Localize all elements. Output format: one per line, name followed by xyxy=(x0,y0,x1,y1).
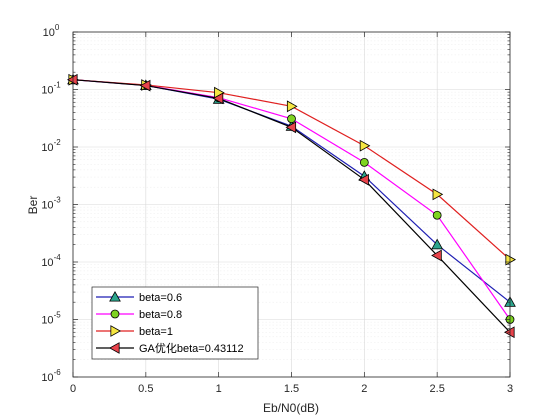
x-axis-label: Eb/N0(dB) xyxy=(263,401,319,415)
y-tick-label: 100 xyxy=(43,23,60,39)
y-tick-label: 10-4 xyxy=(41,253,61,269)
legend-entry: GA优化beta=0.43112 xyxy=(96,341,244,355)
legend-entry: beta=0.6 xyxy=(96,290,182,304)
x-tick-label: 3 xyxy=(507,383,513,395)
data-point xyxy=(285,121,297,134)
data-point xyxy=(212,92,224,105)
x-tick-label: 1 xyxy=(216,383,222,395)
data-point xyxy=(358,173,369,186)
data-point xyxy=(431,249,442,262)
data-point xyxy=(66,73,78,86)
tick-labels: 100 10-1 10-2 10-3 10-4 10-5 10-6 0 0.5 1 1.5 2 2.5 3 xyxy=(41,23,513,395)
data-point xyxy=(431,238,444,250)
y-tick-label: 10-2 xyxy=(41,138,61,154)
legend-label: GA优化beta=0.43112 xyxy=(139,341,244,355)
legend-entry: beta=1 xyxy=(96,325,173,338)
legend-box xyxy=(91,286,259,360)
legend-label: beta=0.6 xyxy=(139,292,182,304)
data-point xyxy=(432,188,444,201)
legend-label: beta=1 xyxy=(139,326,173,338)
legend-marker xyxy=(109,290,121,302)
x-tick-label: 2 xyxy=(361,383,367,395)
y-tick-label: 10-5 xyxy=(41,311,61,327)
data-point xyxy=(359,157,369,167)
series-layer xyxy=(66,73,517,339)
data-point xyxy=(359,139,371,152)
legend-marker xyxy=(110,309,120,319)
x-tick-label: 0 xyxy=(70,383,76,395)
ticks xyxy=(72,31,511,378)
data-point xyxy=(432,210,442,220)
legend-marker xyxy=(110,325,122,337)
data-point xyxy=(139,79,151,92)
x-tick-label: 1.5 xyxy=(284,383,299,395)
y-tick-label: 10-6 xyxy=(41,368,61,384)
legend-entry: beta=0.8 xyxy=(96,309,182,321)
data-point xyxy=(287,114,296,124)
y-tick-label: 10-1 xyxy=(41,81,61,97)
x-tick-label: 0.5 xyxy=(138,383,153,395)
x-tick-label: 2.5 xyxy=(430,383,445,395)
data-point xyxy=(286,100,298,113)
legend-marker xyxy=(108,342,120,354)
legend: beta=0.6 beta=0.8 beta=1 GA优化beta=0.43112 xyxy=(91,286,259,360)
legend-label: beta=0.8 xyxy=(139,309,182,321)
y-tick-label: 10-3 xyxy=(41,196,61,212)
y-axis-label: Ber xyxy=(26,196,40,215)
